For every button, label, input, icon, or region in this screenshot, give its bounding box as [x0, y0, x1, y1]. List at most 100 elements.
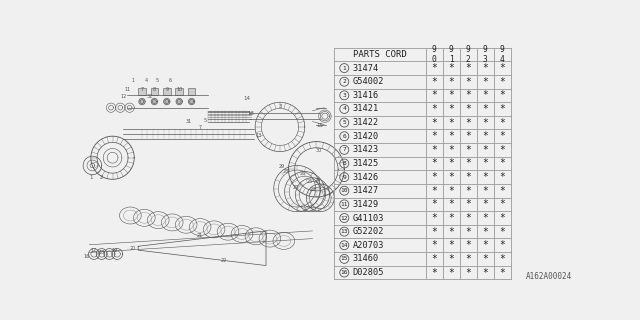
Text: *: *	[431, 172, 437, 182]
Text: *: *	[499, 240, 506, 250]
Text: *: *	[483, 117, 488, 128]
Text: *: *	[483, 199, 488, 209]
Text: *: *	[448, 227, 454, 236]
Text: 19: 19	[112, 248, 118, 253]
Text: 30: 30	[316, 148, 322, 153]
Text: 14: 14	[340, 243, 348, 248]
Text: *: *	[465, 158, 471, 169]
Text: 2: 2	[100, 175, 104, 180]
Text: G54002: G54002	[353, 77, 384, 86]
Text: *: *	[483, 227, 488, 236]
Text: 31421: 31421	[353, 104, 379, 114]
Text: *: *	[431, 254, 437, 264]
Text: *: *	[483, 158, 488, 169]
Text: 29: 29	[278, 164, 285, 169]
Text: *: *	[448, 213, 454, 223]
Text: 7: 7	[198, 125, 202, 130]
Text: 4: 4	[144, 78, 147, 83]
Text: 16: 16	[340, 270, 348, 275]
Text: *: *	[483, 172, 488, 182]
Text: G52202: G52202	[353, 227, 384, 236]
Text: 9: 9	[342, 175, 346, 180]
Text: *: *	[465, 117, 471, 128]
Text: 1: 1	[89, 175, 93, 180]
Text: *: *	[483, 254, 488, 264]
Text: 4: 4	[342, 107, 346, 111]
Text: 9
1: 9 1	[449, 45, 454, 64]
Text: *: *	[499, 104, 506, 114]
Text: *: *	[448, 172, 454, 182]
Text: 3: 3	[342, 93, 346, 98]
Text: *: *	[465, 131, 471, 141]
Text: 1: 1	[131, 78, 134, 83]
Text: 5: 5	[342, 120, 346, 125]
Text: *: *	[448, 90, 454, 100]
Text: *: *	[448, 199, 454, 209]
Text: 31423: 31423	[353, 145, 379, 154]
Text: *: *	[499, 227, 506, 236]
Text: 2: 2	[342, 79, 346, 84]
Text: *: *	[483, 104, 488, 114]
Bar	[188, 88, 195, 95]
Text: *: *	[448, 145, 454, 155]
Text: 9
3: 9 3	[483, 45, 488, 64]
Text: 5: 5	[156, 78, 159, 83]
Text: *: *	[431, 268, 437, 277]
Text: *: *	[465, 172, 471, 182]
Polygon shape	[164, 99, 170, 105]
Text: *: *	[499, 145, 506, 155]
Text: *: *	[431, 104, 437, 114]
Text: *: *	[483, 63, 488, 73]
Text: *: *	[465, 213, 471, 223]
Text: *: *	[448, 131, 454, 141]
Text: *: *	[499, 254, 506, 264]
Text: *: *	[483, 90, 488, 100]
Text: 31425: 31425	[353, 159, 379, 168]
Text: *: *	[448, 254, 454, 264]
Polygon shape	[189, 99, 195, 105]
Polygon shape	[151, 99, 157, 105]
Text: 31460: 31460	[353, 254, 379, 263]
Text: 24: 24	[315, 178, 321, 183]
Text: 31474: 31474	[353, 64, 379, 73]
Text: *: *	[465, 90, 471, 100]
Text: 15: 15	[317, 123, 324, 128]
Text: 10: 10	[176, 87, 182, 92]
Text: A162A00024: A162A00024	[526, 272, 572, 281]
Text: *: *	[499, 158, 506, 169]
Text: *: *	[431, 63, 437, 73]
Text: *: *	[499, 117, 506, 128]
Text: PARTS CORD: PARTS CORD	[353, 50, 407, 59]
Text: 22: 22	[220, 258, 227, 263]
Text: 31429: 31429	[353, 200, 379, 209]
Text: *: *	[499, 131, 506, 141]
Text: *: *	[431, 227, 437, 236]
Text: 13: 13	[255, 133, 261, 138]
Text: 28: 28	[282, 169, 289, 174]
Text: 6: 6	[342, 134, 346, 139]
Text: *: *	[499, 172, 506, 182]
Text: *: *	[431, 213, 437, 223]
Text: 17: 17	[91, 248, 97, 253]
Text: *: *	[465, 227, 471, 236]
Text: *: *	[448, 268, 454, 277]
Text: 9
2: 9 2	[466, 45, 470, 64]
Text: *: *	[465, 240, 471, 250]
Text: 11: 11	[340, 202, 348, 207]
Text: 15: 15	[340, 256, 348, 261]
Text: 31422: 31422	[353, 118, 379, 127]
Text: *: *	[431, 199, 437, 209]
Text: 16: 16	[83, 254, 90, 259]
Text: *: *	[431, 117, 437, 128]
Text: *: *	[431, 186, 437, 196]
Text: G41103: G41103	[353, 213, 384, 222]
Text: 8: 8	[342, 161, 346, 166]
Text: 7: 7	[342, 147, 346, 152]
Bar	[150, 88, 158, 95]
Text: 9: 9	[165, 87, 168, 92]
Text: 13: 13	[247, 111, 254, 116]
Text: 26: 26	[300, 172, 305, 176]
Text: *: *	[448, 240, 454, 250]
Text: 3: 3	[278, 104, 282, 109]
Text: *: *	[483, 213, 488, 223]
